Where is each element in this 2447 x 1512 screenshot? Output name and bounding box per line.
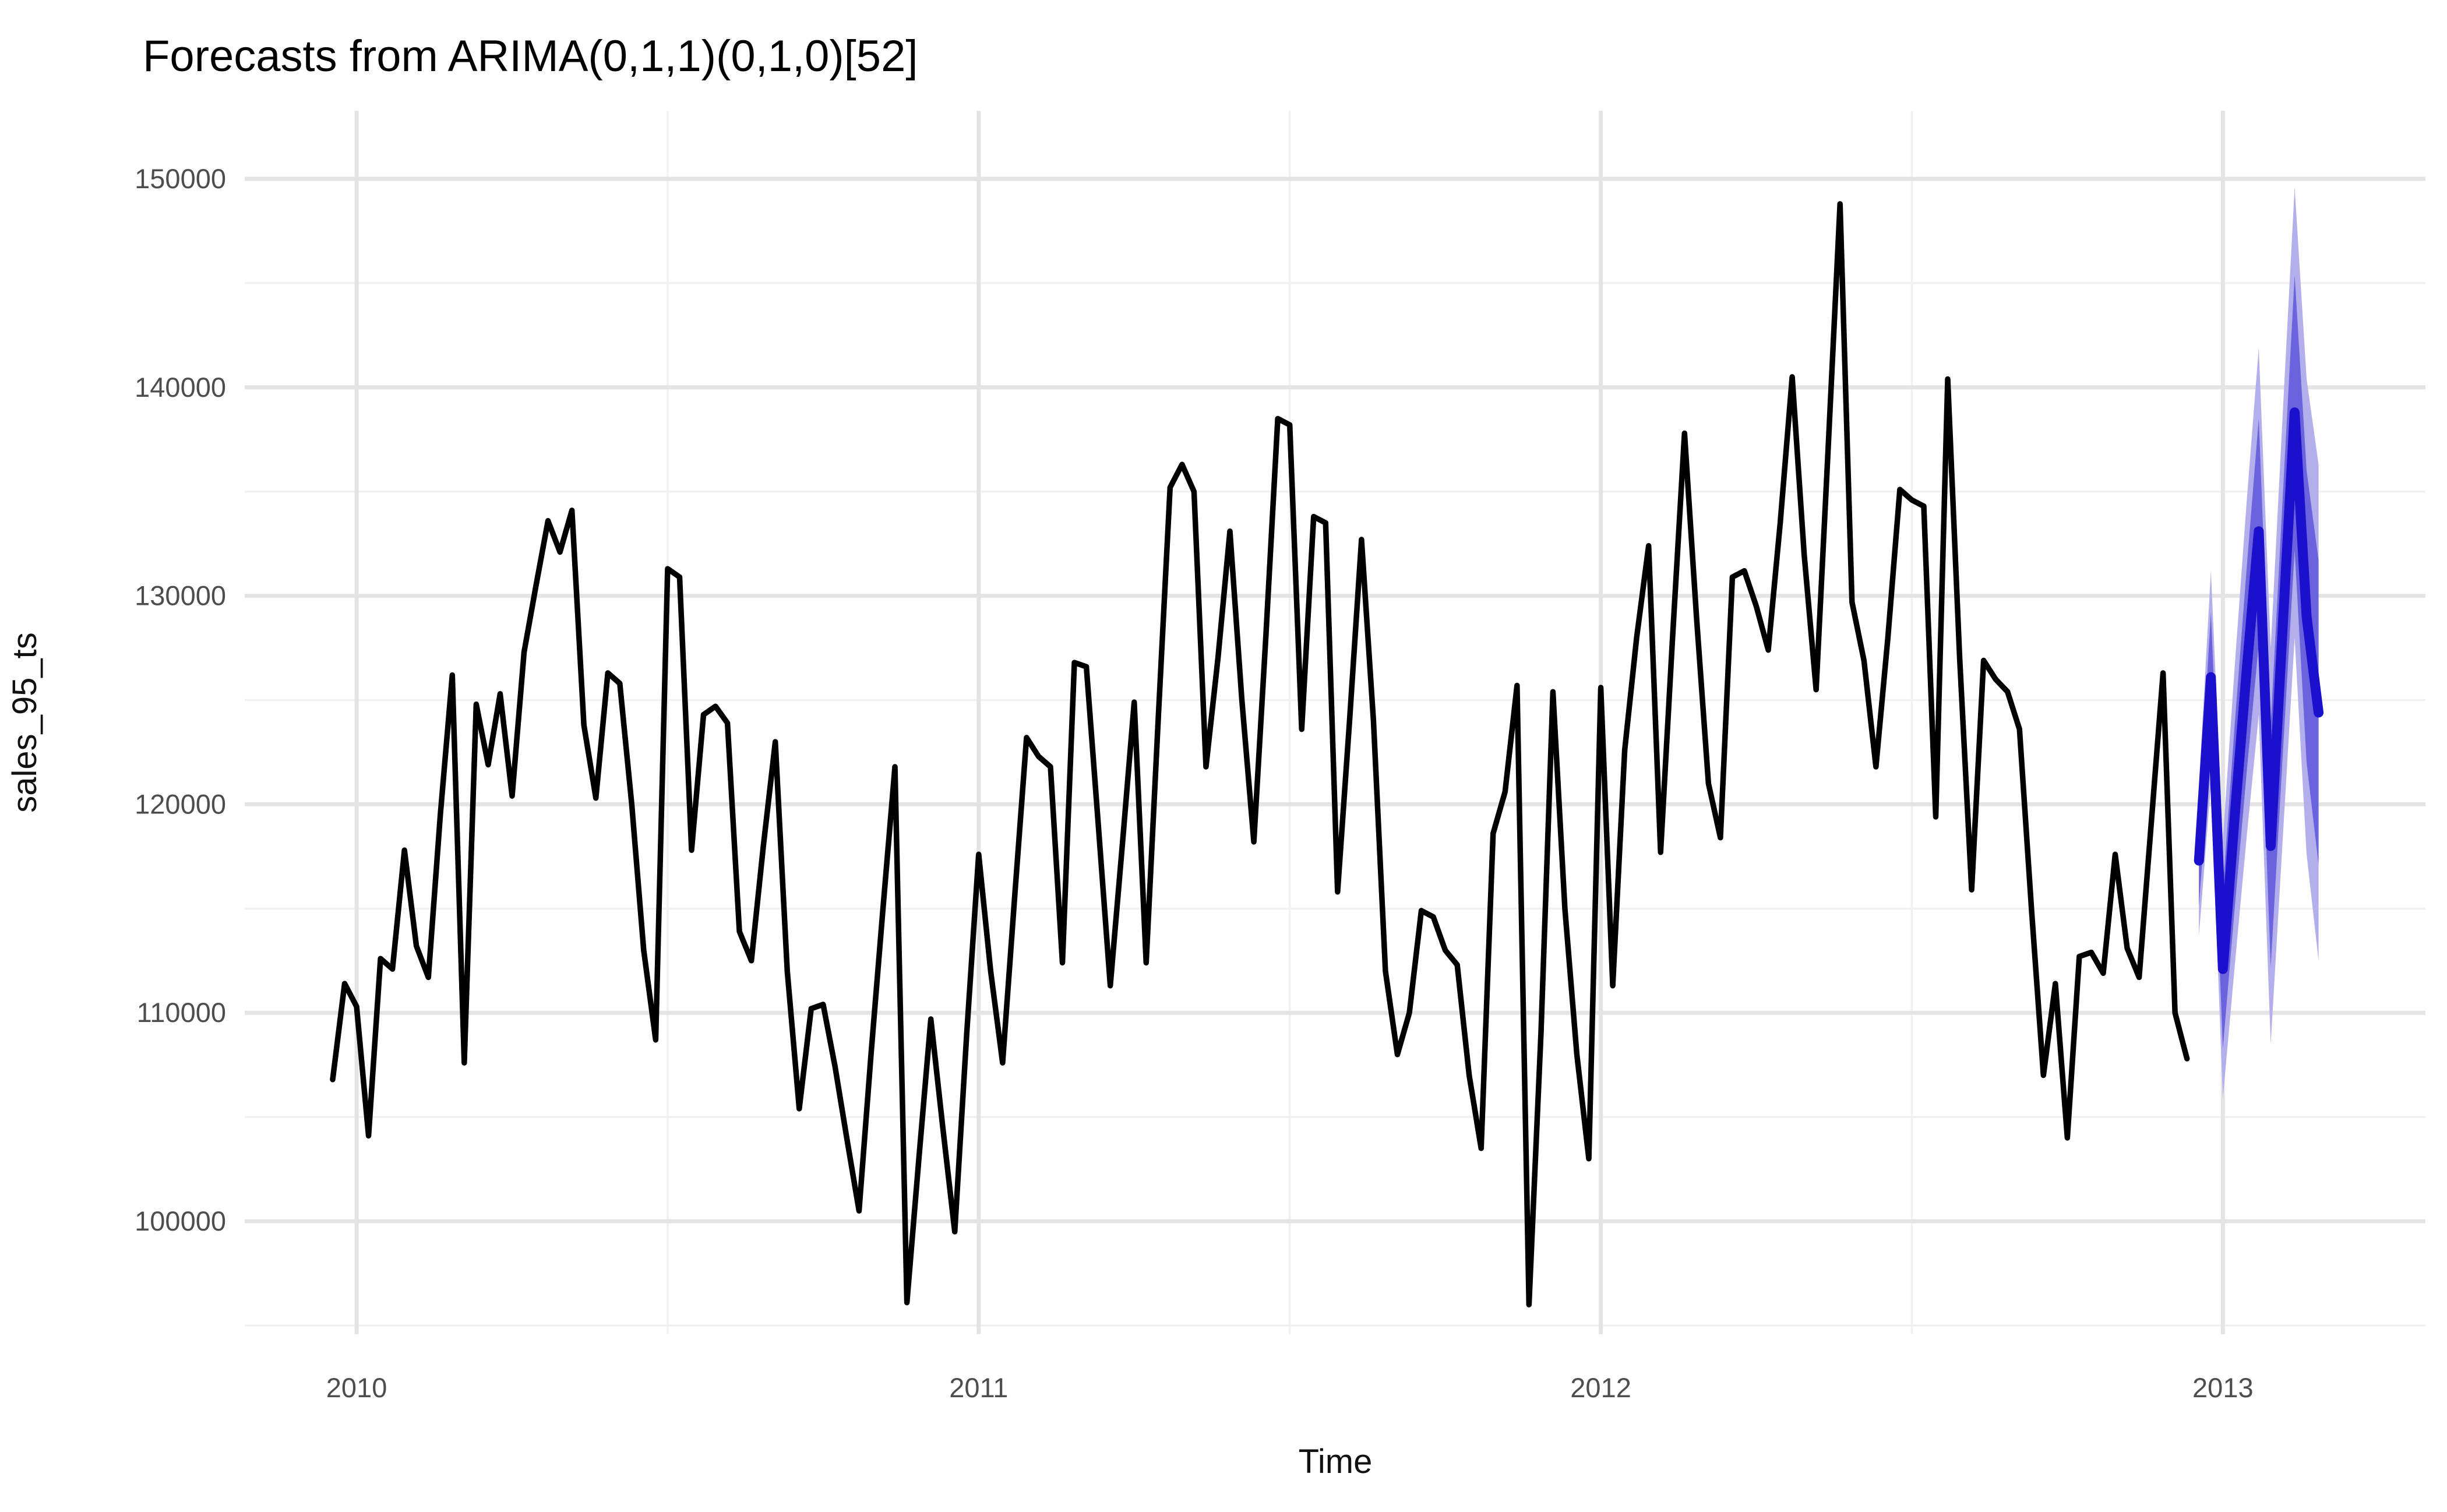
y-tick-label: 150000 <box>135 163 226 194</box>
forecast-mean-line <box>2194 407 2324 974</box>
y-tick-label: 140000 <box>135 372 226 403</box>
major-gridlines <box>245 111 2425 1334</box>
y-tick-label: 100000 <box>135 1206 226 1236</box>
x-tick-label: 2010 <box>326 1372 387 1403</box>
y-tick-label: 130000 <box>135 580 226 611</box>
observed-series-line <box>330 201 2190 1307</box>
y-tick-label: 110000 <box>137 997 226 1028</box>
chart-title: Forecasts from ARIMA(0,1,1)(0,1,0)[52] <box>143 31 918 81</box>
x-tick-label: 2013 <box>2192 1372 2254 1403</box>
tick-labels: 100000 110000 120000 130000 140000 150000 2010… <box>135 163 2253 1403</box>
series-layer <box>330 187 2324 1307</box>
minor-gridlines <box>245 111 2425 1334</box>
y-axis-title: sales_95_ts <box>6 632 44 813</box>
x-tick-label: 2011 <box>949 1372 1008 1403</box>
x-tick-label: 2012 <box>1570 1372 1631 1403</box>
x-axis-title: Time <box>1299 1443 1373 1481</box>
y-tick-label: 120000 <box>135 788 226 819</box>
